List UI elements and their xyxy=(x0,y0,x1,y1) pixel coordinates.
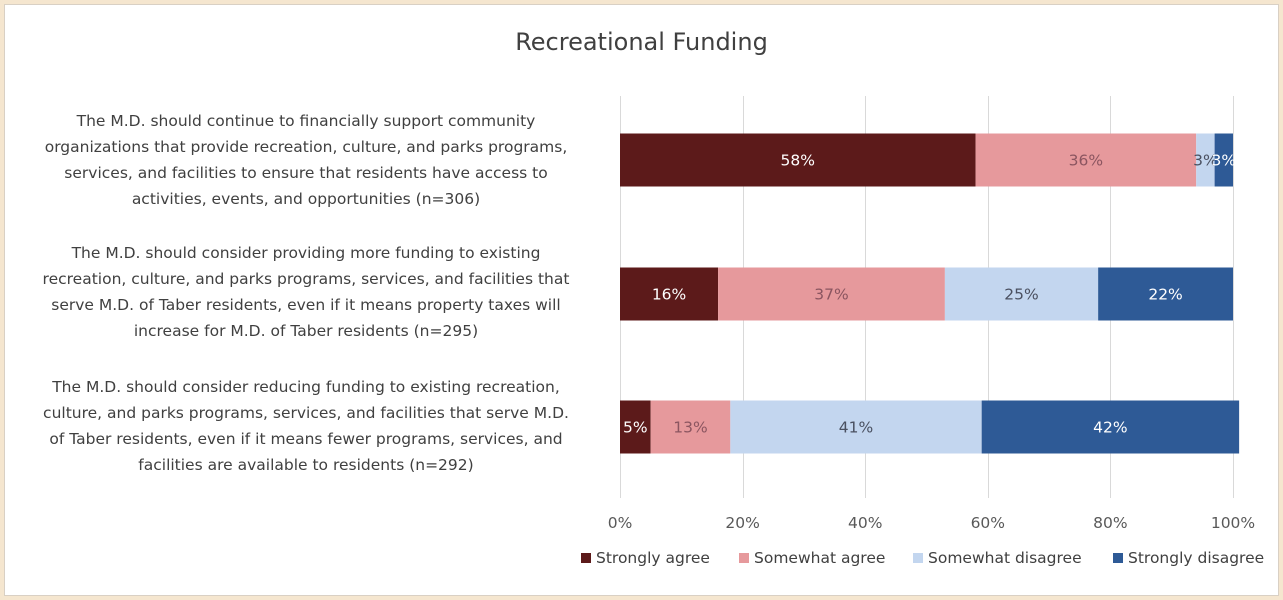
category-label-3: The M.D. should consider reducing fundin… xyxy=(10,374,602,478)
x-tick-label: 40% xyxy=(848,514,882,532)
legend-label: Somewhat disagree xyxy=(928,549,1082,567)
data-label: 58% xyxy=(781,152,815,170)
category-label-2-line: The M.D. should consider providing more … xyxy=(71,244,541,262)
bar-segment xyxy=(620,133,976,187)
category-label-1-line: services, and facilities to ensure that … xyxy=(64,164,548,182)
x-tick-label: 100% xyxy=(1211,514,1255,532)
legend-swatch xyxy=(1113,553,1123,563)
category-label-3-line: facilities are available to residents (n… xyxy=(138,456,474,474)
bar-segment xyxy=(1098,267,1233,321)
bar-segment xyxy=(620,267,719,321)
x-tick-label: 20% xyxy=(725,514,759,532)
x-tick-label: 80% xyxy=(1093,514,1127,532)
bar-segment xyxy=(1214,133,1233,187)
x-tick-label: 0% xyxy=(608,514,633,532)
category-label-3-line: The M.D. should consider reducing fundin… xyxy=(52,378,560,396)
data-label: 16% xyxy=(652,286,686,304)
legend-item-somewhat-disagree: Somewhat disagree xyxy=(913,546,1082,570)
data-label: 22% xyxy=(1148,286,1182,304)
data-label: 36% xyxy=(1069,152,1103,170)
data-label: 3% xyxy=(1212,152,1237,170)
chart-title: Recreational Funding xyxy=(515,28,768,56)
data-label: 13% xyxy=(673,419,707,437)
legend-item-somewhat-agree: Somewhat agree xyxy=(739,546,885,570)
bar-segment xyxy=(975,133,1197,187)
bar-segment xyxy=(650,400,731,454)
category-label-1-line: activities, events, and opportunities (n… xyxy=(131,190,481,208)
bar-segment xyxy=(718,267,945,321)
category-label-2-line: serve M.D. of Taber residents, even if i… xyxy=(51,296,561,314)
data-label: 37% xyxy=(814,286,848,304)
legend-item-strongly-disagree: Strongly disagree xyxy=(1113,546,1264,570)
bar-segment xyxy=(620,400,651,454)
data-label: 25% xyxy=(1004,286,1038,304)
legend-label: Somewhat agree xyxy=(754,549,886,567)
data-label: 41% xyxy=(839,419,873,437)
category-label-2-line: increase for M.D. of Taber residents (n=… xyxy=(133,322,479,340)
x-tick-label: 60% xyxy=(971,514,1005,532)
category-label-1-line: organizations that provide recreation, c… xyxy=(44,138,568,156)
bar-segment xyxy=(981,400,1240,454)
legend-swatch xyxy=(913,553,923,563)
bar-segment xyxy=(944,267,1099,321)
legend-label: Strongly agree xyxy=(596,549,710,567)
data-label: 42% xyxy=(1093,419,1127,437)
bar-segment xyxy=(730,400,982,454)
category-label-2: The M.D. should consider providing more … xyxy=(10,240,602,344)
category-label-1: The M.D. should continue to financially … xyxy=(10,108,602,212)
data-label: 5% xyxy=(623,419,648,437)
legend-swatch xyxy=(581,553,591,563)
category-label-3-line: culture, and parks programs, services, a… xyxy=(43,404,569,422)
bar-segment xyxy=(1196,133,1215,187)
category-label-2-line: recreation, culture, and parks programs,… xyxy=(42,270,570,288)
legend-item-strongly-agree: Strongly agree xyxy=(581,546,710,570)
category-label-1-line: The M.D. should continue to financially … xyxy=(76,112,536,130)
data-label: 3% xyxy=(1193,152,1218,170)
legend-swatch xyxy=(739,553,749,563)
category-label-3-line: of Taber residents, even if it means few… xyxy=(49,430,563,448)
legend-label: Strongly disagree xyxy=(1128,549,1265,567)
